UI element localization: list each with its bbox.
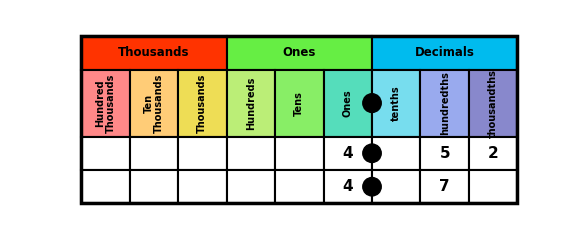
Bar xyxy=(275,170,324,204)
Bar xyxy=(372,36,517,70)
Text: Thousands: Thousands xyxy=(118,46,190,60)
Bar xyxy=(130,70,178,137)
Bar xyxy=(178,170,227,204)
Bar xyxy=(372,170,420,204)
Text: Decimals: Decimals xyxy=(415,46,475,60)
Bar xyxy=(227,170,275,204)
Bar xyxy=(227,36,372,70)
Text: hundredths: hundredths xyxy=(440,71,450,135)
Text: thousandths: thousandths xyxy=(488,69,498,138)
Text: 5: 5 xyxy=(439,146,450,161)
Text: Hundred
Thousands: Hundred Thousands xyxy=(95,73,116,133)
Bar xyxy=(469,70,517,137)
Bar xyxy=(130,137,178,170)
Text: 4: 4 xyxy=(342,179,353,194)
Text: Ones: Ones xyxy=(283,46,316,60)
Text: Hundreds: Hundreds xyxy=(246,76,256,130)
Bar xyxy=(420,170,469,204)
Bar xyxy=(275,70,324,137)
Bar xyxy=(469,137,517,170)
Bar xyxy=(81,170,130,204)
Text: 7: 7 xyxy=(439,179,450,194)
Ellipse shape xyxy=(363,144,381,162)
Bar xyxy=(372,137,420,170)
Bar xyxy=(324,170,372,204)
Bar xyxy=(81,70,130,137)
Text: Ones: Ones xyxy=(343,89,353,117)
Bar xyxy=(178,70,227,137)
Bar xyxy=(372,70,420,137)
Bar xyxy=(420,137,469,170)
Text: 2: 2 xyxy=(488,146,499,161)
Text: tenths: tenths xyxy=(391,85,401,121)
Bar xyxy=(81,36,227,70)
Bar xyxy=(130,170,178,204)
Bar xyxy=(275,137,324,170)
Text: Thousands: Thousands xyxy=(197,73,207,133)
Text: Tens: Tens xyxy=(294,91,304,115)
Bar xyxy=(420,70,469,137)
Bar xyxy=(227,137,275,170)
Ellipse shape xyxy=(363,178,381,196)
Text: Ten
Thousands: Ten Thousands xyxy=(144,73,164,133)
Bar xyxy=(469,170,517,204)
Bar xyxy=(178,137,227,170)
Text: 4: 4 xyxy=(342,146,353,161)
Bar xyxy=(227,70,275,137)
Ellipse shape xyxy=(363,94,381,113)
Bar xyxy=(324,137,372,170)
Bar xyxy=(81,137,130,170)
Bar xyxy=(324,70,372,137)
